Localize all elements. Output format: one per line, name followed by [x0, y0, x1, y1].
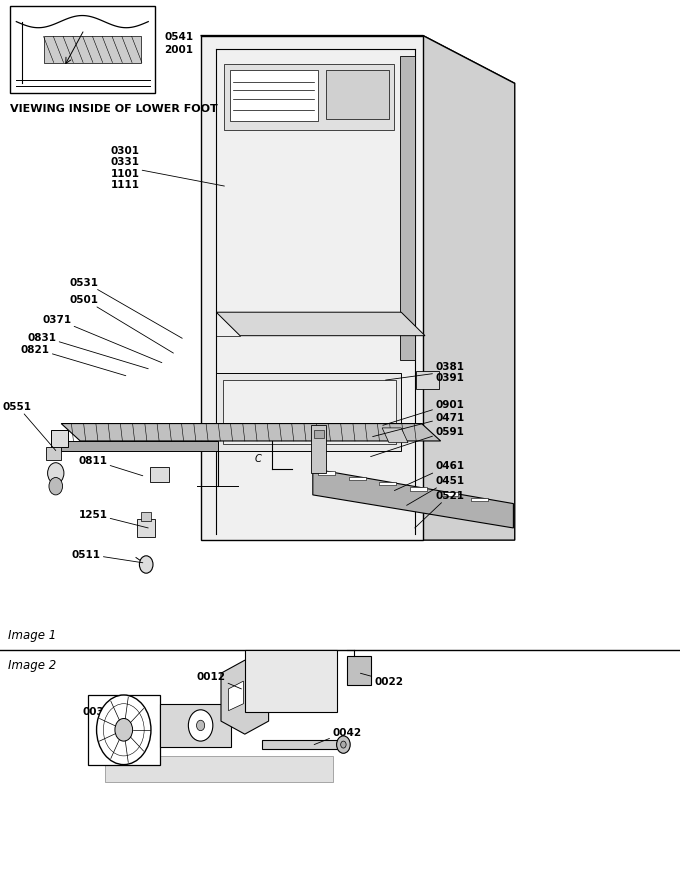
- Text: 0451: 0451: [407, 475, 464, 506]
- Text: 0501: 0501: [69, 295, 173, 354]
- Text: C: C: [255, 454, 262, 464]
- Text: 0831: 0831: [27, 332, 148, 369]
- Polygon shape: [223, 381, 396, 445]
- Text: 0531: 0531: [69, 277, 182, 339]
- Polygon shape: [314, 430, 324, 439]
- Circle shape: [341, 741, 346, 748]
- Polygon shape: [137, 520, 155, 537]
- Polygon shape: [230, 71, 318, 122]
- Circle shape: [97, 695, 151, 765]
- Text: 2001: 2001: [165, 44, 194, 55]
- Polygon shape: [88, 695, 160, 765]
- Polygon shape: [245, 650, 337, 713]
- Polygon shape: [326, 71, 389, 120]
- Polygon shape: [201, 36, 515, 84]
- Circle shape: [197, 720, 205, 731]
- Circle shape: [115, 719, 133, 741]
- Text: 0301
0331
1101
1111: 0301 0331 1101 1111: [110, 145, 224, 190]
- Polygon shape: [46, 448, 61, 461]
- Polygon shape: [416, 372, 439, 389]
- Polygon shape: [105, 756, 333, 782]
- Polygon shape: [160, 704, 231, 747]
- Text: 0461: 0461: [394, 461, 464, 491]
- Circle shape: [48, 463, 64, 484]
- Polygon shape: [221, 660, 269, 734]
- Polygon shape: [313, 469, 513, 528]
- Text: 0012: 0012: [197, 671, 241, 689]
- Text: 0811: 0811: [78, 455, 143, 476]
- Polygon shape: [262, 740, 340, 749]
- Polygon shape: [347, 656, 371, 685]
- Circle shape: [49, 478, 63, 495]
- Text: VIEWING INSIDE OF LOWER FOOT: VIEWING INSIDE OF LOWER FOOT: [10, 104, 218, 114]
- Polygon shape: [201, 36, 423, 541]
- Polygon shape: [410, 488, 427, 491]
- Polygon shape: [382, 428, 408, 443]
- Polygon shape: [150, 468, 169, 482]
- Text: Image 1: Image 1: [8, 628, 56, 641]
- Circle shape: [139, 556, 153, 574]
- Text: 0551: 0551: [3, 401, 56, 451]
- Text: 0471: 0471: [373, 412, 464, 437]
- Polygon shape: [400, 56, 415, 361]
- Polygon shape: [10, 7, 155, 94]
- Text: 0042: 0042: [314, 726, 361, 745]
- Text: 0541: 0541: [165, 32, 194, 43]
- Polygon shape: [349, 477, 366, 481]
- Polygon shape: [311, 426, 326, 474]
- Polygon shape: [423, 36, 515, 541]
- Polygon shape: [44, 37, 141, 63]
- Text: 0821: 0821: [20, 344, 126, 376]
- Text: 1251: 1251: [78, 509, 148, 528]
- Polygon shape: [61, 441, 218, 452]
- Text: 0022: 0022: [360, 673, 403, 687]
- Polygon shape: [379, 482, 396, 486]
- Polygon shape: [216, 313, 425, 336]
- Circle shape: [337, 736, 350, 753]
- Text: 0591: 0591: [371, 426, 464, 457]
- Text: 0032: 0032: [82, 706, 136, 728]
- Text: 0511: 0511: [71, 549, 143, 563]
- Text: 0901: 0901: [383, 400, 464, 426]
- Text: 0521: 0521: [415, 490, 464, 528]
- Polygon shape: [318, 472, 335, 475]
- Polygon shape: [216, 374, 401, 452]
- Polygon shape: [471, 498, 488, 501]
- Circle shape: [188, 710, 213, 741]
- Text: Image 2: Image 2: [8, 659, 56, 672]
- Polygon shape: [61, 424, 441, 441]
- Polygon shape: [224, 65, 394, 130]
- Polygon shape: [51, 430, 68, 448]
- Text: 0381
0391: 0381 0391: [386, 362, 464, 382]
- Polygon shape: [441, 493, 458, 496]
- Polygon shape: [228, 681, 243, 711]
- Polygon shape: [141, 513, 151, 521]
- Text: 0371: 0371: [42, 315, 162, 363]
